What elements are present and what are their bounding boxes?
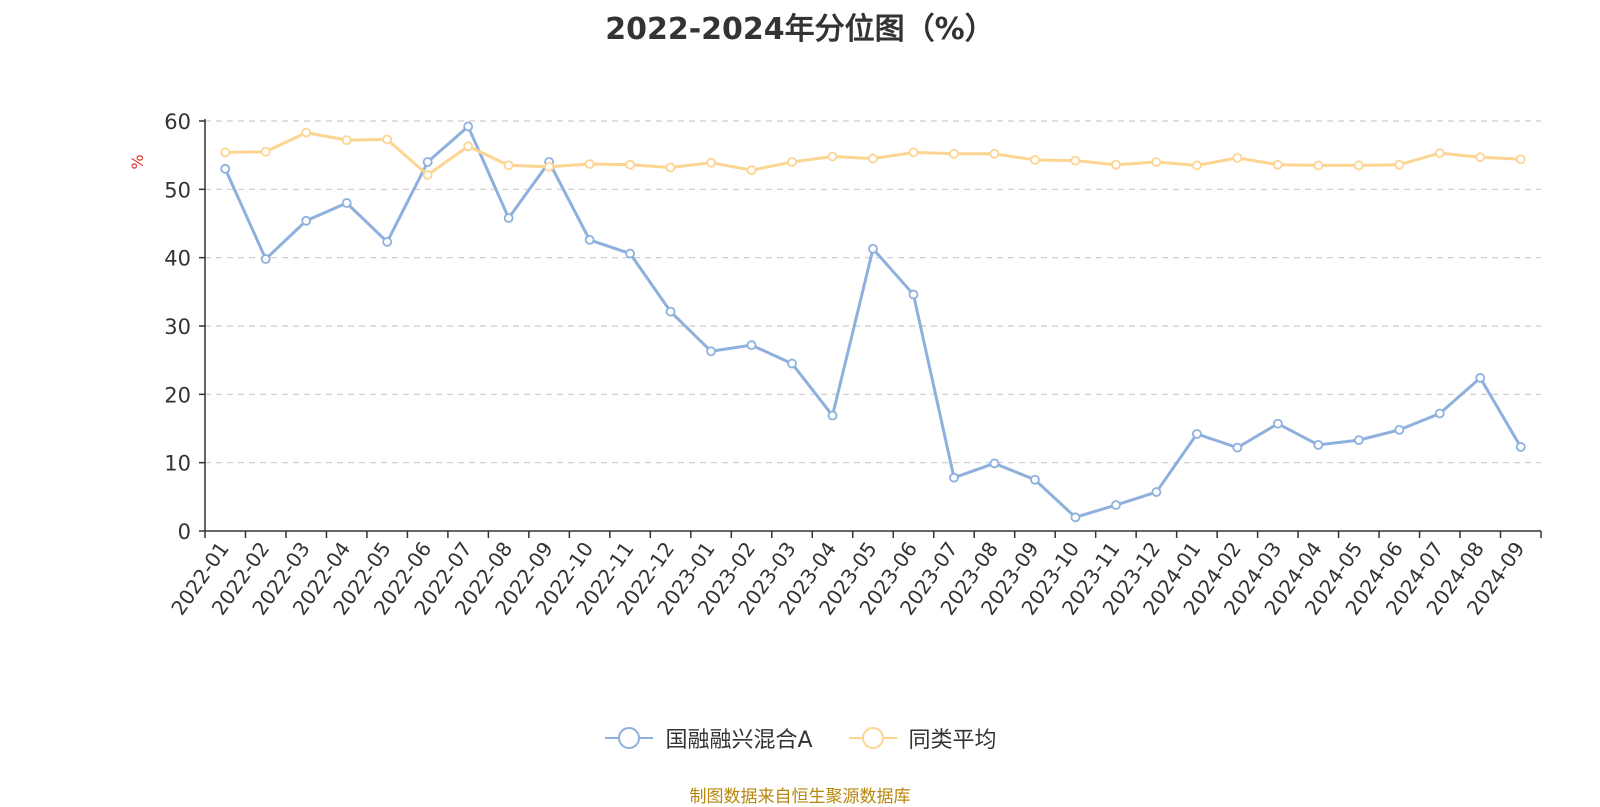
- data-point-s1-2022-06[interactable]: [422, 157, 433, 167]
- data-point-s1-2024-07[interactable]: [1434, 408, 1445, 419]
- data-point-s2-2023-11[interactable]: [1111, 159, 1121, 170]
- data-point-s1-2022-01[interactable]: [220, 163, 231, 174]
- data-point-s2-2024-04[interactable]: [1313, 160, 1324, 171]
- data-point-s2-2023-10[interactable]: [1070, 155, 1081, 166]
- y-tick-label-30: 30: [164, 315, 191, 339]
- data-point-s1-2024-06[interactable]: [1394, 424, 1405, 435]
- data-point-s2-2022-08[interactable]: [503, 160, 514, 171]
- data-point-s2-2022-03[interactable]: [301, 127, 312, 138]
- data-point-s2-2024-01[interactable]: [1191, 160, 1202, 171]
- y-tick-label-50: 50: [164, 178, 191, 202]
- data-point-s1-2023-04[interactable]: [827, 410, 838, 421]
- data-point-s2-2022-09[interactable]: [544, 161, 555, 172]
- data-point-s1-2023-01[interactable]: [706, 346, 716, 357]
- data-point-s1-2024-03[interactable]: [1272, 418, 1283, 429]
- data-point-s2-2023-09[interactable]: [1030, 155, 1040, 165]
- grid-layer: [205, 120, 1541, 464]
- data-point-s1-2023-03[interactable]: [787, 358, 797, 369]
- data-point-s2-2024-05[interactable]: [1353, 160, 1364, 171]
- series-2: [220, 127, 1526, 180]
- data-point-s1-2023-10[interactable]: [1070, 512, 1081, 523]
- data-point-s2-2022-01[interactable]: [220, 147, 231, 158]
- data-point-s1-2022-08[interactable]: [503, 213, 514, 223]
- data-point-s1-2022-12[interactable]: [665, 306, 676, 317]
- data-point-s1-2023-02[interactable]: [746, 340, 757, 351]
- y-tick-label-10: 10: [164, 452, 191, 476]
- data-point-s2-2023-03[interactable]: [787, 157, 797, 167]
- data-point-s2-2023-07[interactable]: [949, 148, 959, 159]
- data-point-s2-2023-06[interactable]: [908, 147, 919, 158]
- data-point-s1-2022-07[interactable]: [463, 121, 474, 132]
- data-point-s2-2023-08[interactable]: [989, 148, 1000, 159]
- data-point-s1-2024-09[interactable]: [1515, 442, 1526, 452]
- data-point-s2-2022-02[interactable]: [260, 146, 271, 157]
- data-point-s1-2023-12[interactable]: [1151, 487, 1162, 497]
- y-axis-label: %: [128, 154, 147, 169]
- y-tick-label-40: 40: [164, 247, 191, 271]
- data-point-s1-2024-08[interactable]: [1475, 373, 1486, 383]
- y-tick-label-20: 20: [164, 383, 191, 407]
- data-point-s1-2023-11[interactable]: [1111, 500, 1121, 510]
- legend-swatch-series-2: [848, 727, 897, 749]
- data-point-s1-2024-02[interactable]: [1232, 442, 1243, 453]
- data-point-s2-2022-12[interactable]: [665, 162, 676, 173]
- data-point-s2-2024-07[interactable]: [1434, 148, 1445, 159]
- data-point-s2-2022-06[interactable]: [422, 170, 433, 180]
- data-point-s2-2023-01[interactable]: [706, 157, 716, 168]
- data-point-s2-2023-02[interactable]: [746, 165, 757, 176]
- data-point-s2-2023-12[interactable]: [1151, 157, 1162, 167]
- data-point-s1-2023-07[interactable]: [949, 472, 959, 483]
- legend-label-series-1: 国融融兴混合A: [665, 728, 813, 753]
- data-point-s2-2022-05[interactable]: [382, 134, 393, 145]
- legend-item-series-2[interactable]: 同类平均: [847, 722, 997, 754]
- data-point-s2-2023-04[interactable]: [827, 151, 838, 162]
- data-point-s2-2022-11[interactable]: [625, 159, 635, 170]
- series-line-1: [223, 124, 1523, 519]
- y-tick-label-0: 0: [178, 520, 191, 544]
- data-point-s2-2022-10[interactable]: [584, 159, 595, 169]
- data-point-s1-2023-08[interactable]: [989, 458, 1000, 469]
- data-point-s2-2024-02[interactable]: [1232, 152, 1243, 163]
- y-tick-label-60: 60: [164, 110, 191, 134]
- data-point-s1-2022-05[interactable]: [382, 237, 393, 247]
- data-point-s2-2024-09[interactable]: [1515, 154, 1526, 165]
- legend: 国融融兴混合A 同类平均: [0, 722, 1600, 754]
- data-point-s1-2024-04[interactable]: [1313, 439, 1324, 450]
- data-point-s1-2024-05[interactable]: [1353, 435, 1364, 446]
- legend-item-series-1[interactable]: 国融融兴混合A: [603, 722, 813, 754]
- legend-swatch-series-1: [605, 727, 654, 749]
- data-point-s2-2024-08[interactable]: [1475, 152, 1486, 163]
- series-1: [220, 121, 1526, 523]
- data-point-s1-2023-05[interactable]: [868, 243, 878, 254]
- source-note: 制图数据来自恒生聚源数据库: [689, 787, 911, 807]
- data-point-s1-2022-10[interactable]: [584, 234, 595, 245]
- data-point-s2-2024-06[interactable]: [1394, 159, 1405, 170]
- series-layer: [220, 121, 1526, 523]
- axis-layer: 01020304050602022-012022-022022-032022-0…: [164, 110, 1542, 619]
- data-point-s1-2023-09[interactable]: [1030, 474, 1040, 485]
- data-point-s1-2024-01[interactable]: [1191, 429, 1202, 439]
- legend-label-series-2: 同类平均: [908, 728, 997, 753]
- chart-title: 2022-2024年分位图（%）: [605, 12, 995, 47]
- data-point-s1-2022-03[interactable]: [301, 215, 312, 226]
- data-point-s2-2023-05[interactable]: [868, 153, 878, 164]
- data-point-s2-2022-04[interactable]: [341, 135, 352, 146]
- data-point-s1-2022-04[interactable]: [341, 198, 352, 208]
- data-point-s1-2022-11[interactable]: [625, 248, 635, 259]
- data-point-s1-2023-06[interactable]: [908, 289, 919, 300]
- data-point-s2-2024-03[interactable]: [1272, 159, 1283, 170]
- data-point-s2-2022-07[interactable]: [463, 141, 474, 152]
- data-point-s1-2022-02[interactable]: [260, 254, 271, 264]
